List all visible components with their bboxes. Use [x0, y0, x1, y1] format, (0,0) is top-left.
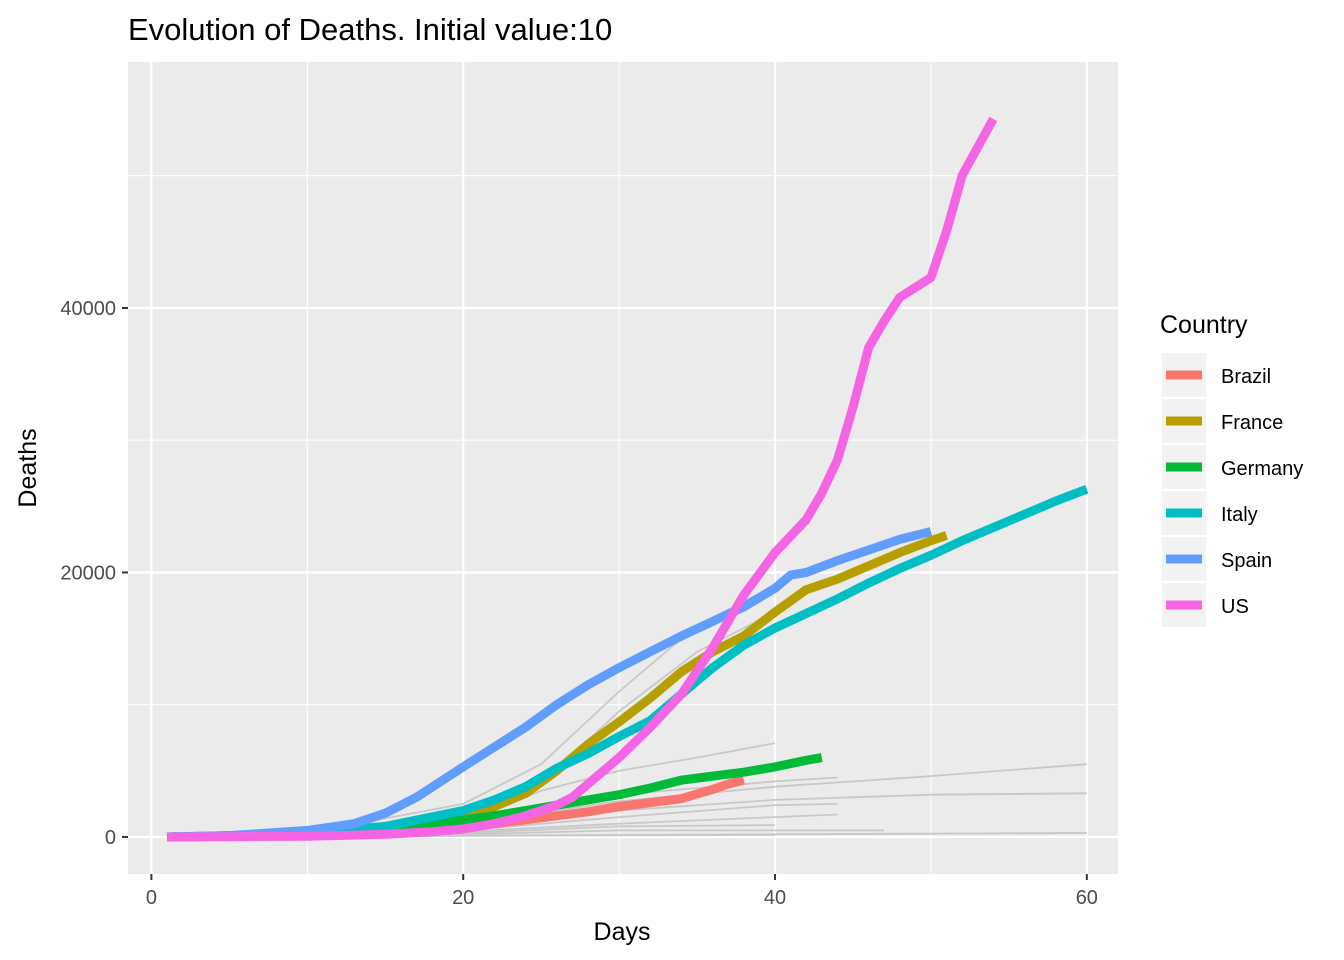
series-line-italy	[166, 484, 1089, 842]
y-axis-title: Deaths	[14, 428, 42, 507]
series-line-us	[166, 116, 998, 842]
x-tick-label: 20	[452, 887, 474, 909]
y-axis-ticks: 0 20000 40000	[60, 298, 128, 849]
legend: Country Brazil France Germany Italy Spain US	[1160, 311, 1303, 627]
x-tick-label: 40	[764, 887, 786, 909]
minor-gridlines	[128, 62, 1118, 874]
x-axis-ticks: 0 20 40 60	[146, 874, 1098, 909]
legend-items: Brazil France Germany Italy Spain US	[1162, 353, 1303, 627]
highlighted-country-lines	[166, 116, 1089, 842]
y-tick-label: 20000	[60, 562, 116, 584]
y-tick-label: 0	[105, 827, 116, 849]
legend-title: Country	[1160, 311, 1248, 339]
x-axis-title: Days	[594, 918, 651, 946]
legend-label: France	[1221, 412, 1283, 434]
legend-label: Brazil	[1221, 366, 1271, 388]
x-tick-label: 60	[1076, 887, 1098, 909]
chart-title: Evolution of Deaths. Initial value:10	[128, 12, 612, 47]
y-tick-label: 40000	[60, 298, 116, 320]
series-line-spain	[166, 527, 933, 842]
legend-label: Germany	[1221, 458, 1303, 480]
x-tick-label: 0	[146, 887, 157, 909]
legend-label: US	[1221, 596, 1249, 618]
legend-label: Spain	[1221, 550, 1272, 572]
legend-label: Italy	[1221, 504, 1258, 526]
